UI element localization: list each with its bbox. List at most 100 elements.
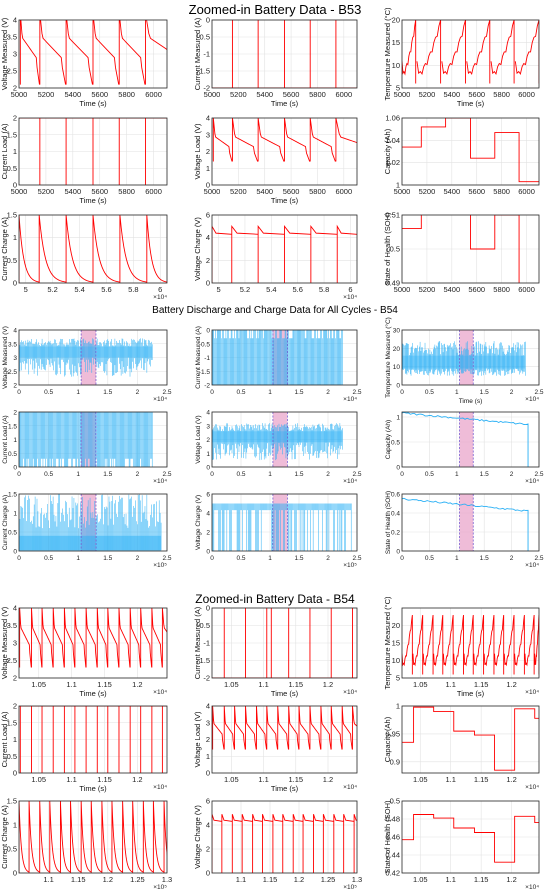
y-tick-label: 3: [206, 718, 210, 727]
x-tick-label: 5800: [493, 90, 510, 99]
axes-box: [211, 214, 358, 284]
x-tick-label: 1.05: [224, 680, 239, 689]
x-axis-label: Time (s): [79, 99, 107, 108]
y-tick-label: 1: [206, 451, 210, 458]
section-title-b54-zoom: Zoomed-in Battery Data - B54: [195, 592, 355, 606]
y-tick-label: -2: [203, 674, 210, 683]
y-tick-label: 0.5: [390, 245, 400, 254]
y-tick-label: 4: [206, 511, 210, 518]
y-tick-label: -0.5: [197, 621, 210, 630]
x-tick-label: 1.05: [413, 875, 428, 884]
x-tick-label: 0.5: [236, 389, 245, 396]
y-tick-label: 3: [206, 423, 210, 430]
series-group: [402, 118, 539, 183]
y-axis-label: Current Measured (A): [193, 606, 202, 679]
series-line: [402, 614, 539, 675]
y-tick-label: 2: [13, 383, 17, 390]
series-group: [19, 494, 162, 551]
y-tick-label: 1.04: [385, 136, 400, 145]
x-tick-label: 1.15: [97, 680, 112, 689]
x-tick-label: 6000: [518, 285, 535, 294]
series-line: [19, 215, 167, 283]
x-tick-label: 2: [326, 555, 330, 562]
y-tick-label: 0.49: [385, 279, 400, 288]
x-axis-multiplier: ×10⁴: [525, 689, 539, 696]
x-axis-multiplier: ×10⁴: [343, 396, 357, 403]
y-tick-label: 0: [206, 328, 210, 335]
y-tick-label: 5: [396, 674, 400, 683]
x-tick-label: 0.5: [425, 555, 434, 562]
y-tick-label: -0.5: [197, 33, 210, 42]
x-tick-label: 1.15: [474, 775, 489, 784]
x-axis-multiplier: ×10⁴: [525, 478, 539, 485]
y-tick-label: 4: [206, 410, 210, 417]
x-tick-label: 2.5: [534, 389, 543, 396]
x-axis-multiplier: ×10⁴: [343, 689, 357, 696]
chart-panel-21: 1.05 1.1 1.15 1.2 0 0.5 1 1.5 2 Current Load (A) T…: [0, 702, 168, 793]
series-group: [212, 330, 343, 385]
y-axis-label: Current Load (A): [2, 415, 9, 463]
y-tick-label: 10: [392, 61, 400, 70]
x-tick-label: 1.2: [132, 775, 142, 784]
x-tick-label: 1.1: [66, 775, 76, 784]
y-axis-label: Capacity (Ah): [383, 716, 392, 762]
axes-box: [401, 214, 540, 284]
series-line: [19, 494, 162, 551]
x-tick-label: 1: [268, 389, 272, 396]
y-tick-label: 2: [13, 702, 17, 711]
x-tick-label: 2: [136, 555, 140, 562]
x-axis-label: Time (s): [271, 99, 299, 108]
y-tick-label: 5: [396, 84, 400, 93]
x-tick-label: 1: [268, 555, 272, 562]
x-tick-label: 1: [76, 389, 80, 396]
x-tick-label: 5600: [468, 285, 485, 294]
highlight-band: [459, 412, 474, 467]
series-group: [19, 338, 153, 377]
x-tick-label: 1.1: [258, 775, 268, 784]
series-line: [212, 20, 357, 88]
series-group: [402, 215, 520, 283]
chart-panel-18: 1.05 1.1 1.15 1.2 2 2.5 3 3.5 4 Voltage Measured …: [0, 604, 168, 698]
x-tick-label: 6000: [145, 90, 162, 99]
series-group: [402, 814, 539, 863]
y-axis-label: State of Health (SOH): [383, 800, 392, 873]
x-axis-multiplier: ×10⁵: [343, 884, 357, 891]
y-axis-label: Voltage Measured (V): [0, 606, 9, 679]
x-tick-label: 5600: [468, 187, 485, 196]
x-tick-label: 5800: [493, 187, 510, 196]
x-tick-label: 1.5: [480, 471, 489, 478]
y-tick-label: 1: [13, 821, 17, 830]
y-tick-label: 6: [206, 211, 210, 220]
x-tick-label: 0: [17, 389, 21, 396]
x-tick-label: 5200: [230, 187, 247, 196]
chart-panel-4: 5000 5200 5400 5600 5800 6000 0 1 2 3 4 Voltage Loa…: [193, 114, 358, 205]
y-tick-label: 3.5: [7, 33, 17, 42]
series-group: [212, 503, 352, 551]
x-tick-label: 5400: [64, 187, 81, 196]
series-line: [402, 341, 526, 376]
series-line: [212, 224, 357, 283]
series-group: [212, 20, 357, 88]
x-tick-label: 5800: [493, 285, 510, 294]
series-line: [212, 608, 357, 678]
y-tick-label: 0.42: [385, 869, 400, 878]
x-tick-label: 1: [268, 471, 272, 478]
x-axis-multiplier: ×10⁴: [525, 396, 539, 403]
y-axis-label: Current Charge (A): [0, 805, 9, 869]
series-line: [19, 706, 167, 773]
x-axis-multiplier: ×10⁴: [343, 784, 357, 791]
x-axis-multiplier: ×10⁴: [153, 294, 167, 301]
y-tick-label: 0.5: [390, 797, 400, 806]
series-line: [402, 118, 539, 183]
y-tick-label: 4: [13, 16, 17, 25]
x-tick-label: 5400: [443, 285, 460, 294]
x-tick-label: 1.1: [445, 775, 455, 784]
x-tick-label: 5600: [468, 90, 485, 99]
y-axis-label: Voltage Measured (V): [0, 17, 9, 90]
x-tick-label: 5200: [38, 90, 55, 99]
section-title-b54-all: Battery Discharge and Charge Data for Al…: [152, 305, 398, 316]
y-tick-label: 2: [206, 735, 210, 744]
x-tick-label: 0.5: [44, 555, 53, 562]
axes-box: [401, 411, 540, 468]
